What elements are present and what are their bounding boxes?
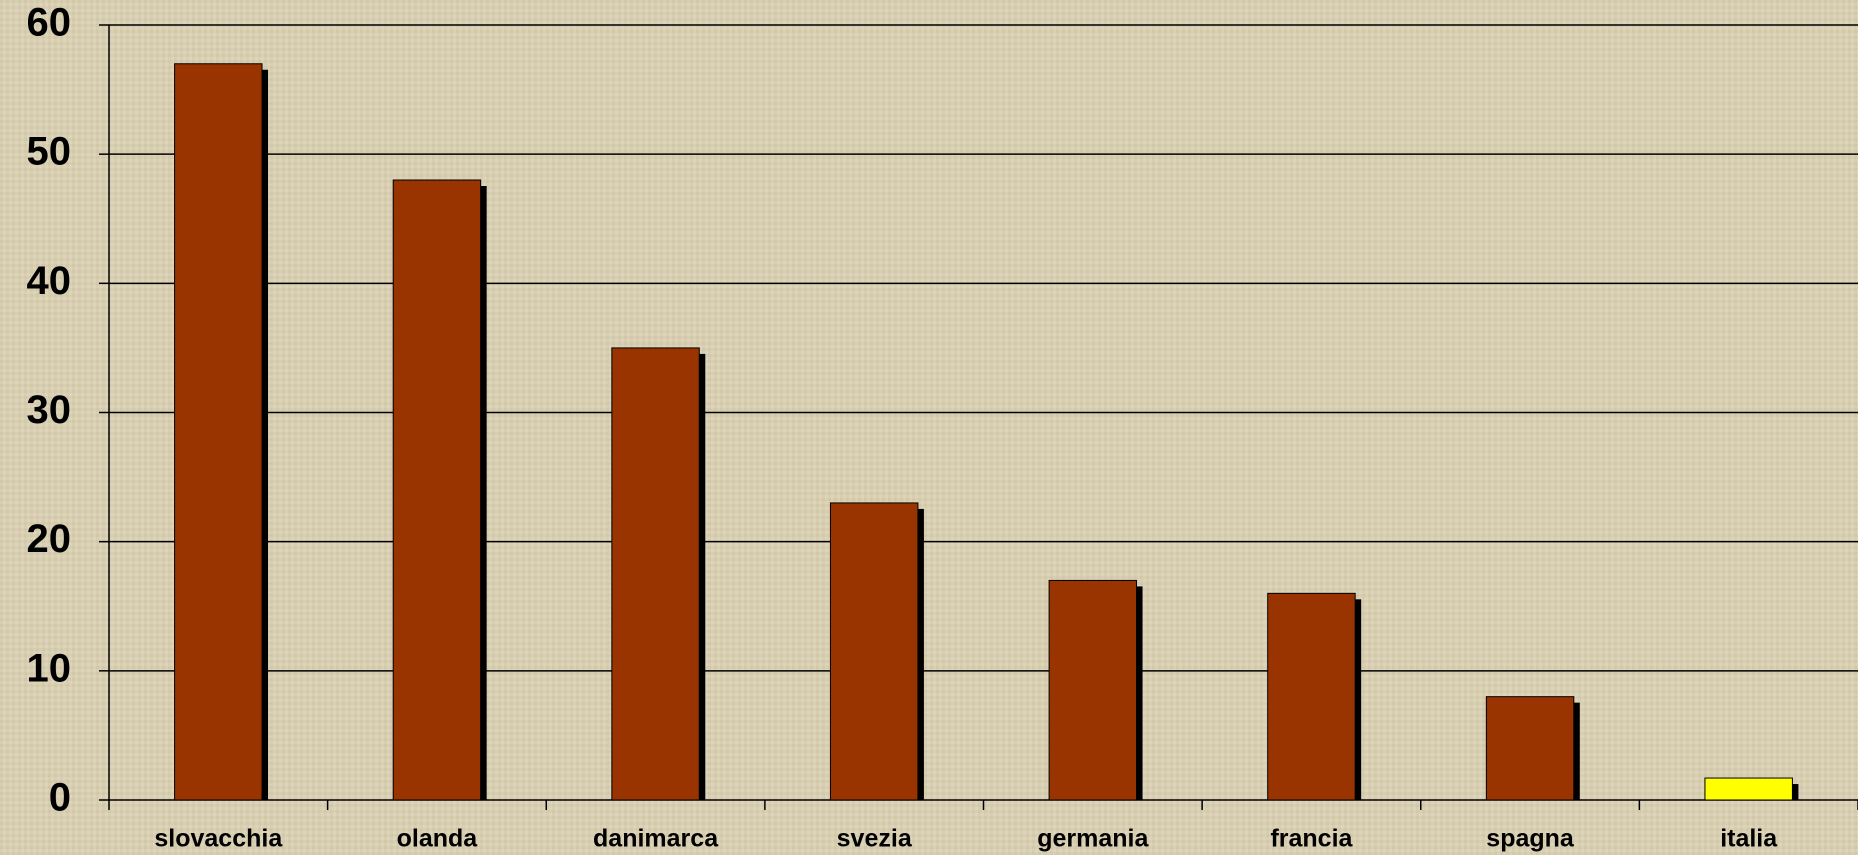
x-tick-label: slovacchia: [154, 825, 283, 853]
y-tick-label: 40: [27, 259, 72, 303]
bar: [1048, 579, 1138, 801]
x-tick-label: francia: [1270, 825, 1353, 853]
y-tick-label: 0: [49, 776, 71, 820]
bar: [829, 502, 919, 801]
x-tick-label: spagna: [1486, 825, 1575, 853]
x-tick-label: danimarca: [593, 825, 719, 853]
y-tick-label: 50: [27, 130, 72, 174]
y-tick-label: 60: [27, 1, 72, 45]
y-tick-label: 30: [27, 388, 72, 432]
x-tick-label: italia: [1720, 825, 1778, 853]
bar: [392, 179, 482, 801]
bar: [1267, 592, 1356, 801]
y-tick-label: 20: [27, 517, 72, 561]
bar: [1485, 696, 1575, 801]
bar: [611, 347, 700, 801]
x-tick-label: germania: [1037, 825, 1149, 853]
bar: [174, 63, 263, 801]
bar: [1704, 777, 1793, 801]
y-tick-label: 10: [27, 646, 72, 690]
x-tick-label: svezia: [837, 825, 913, 853]
x-tick-label: olanda: [397, 825, 479, 853]
